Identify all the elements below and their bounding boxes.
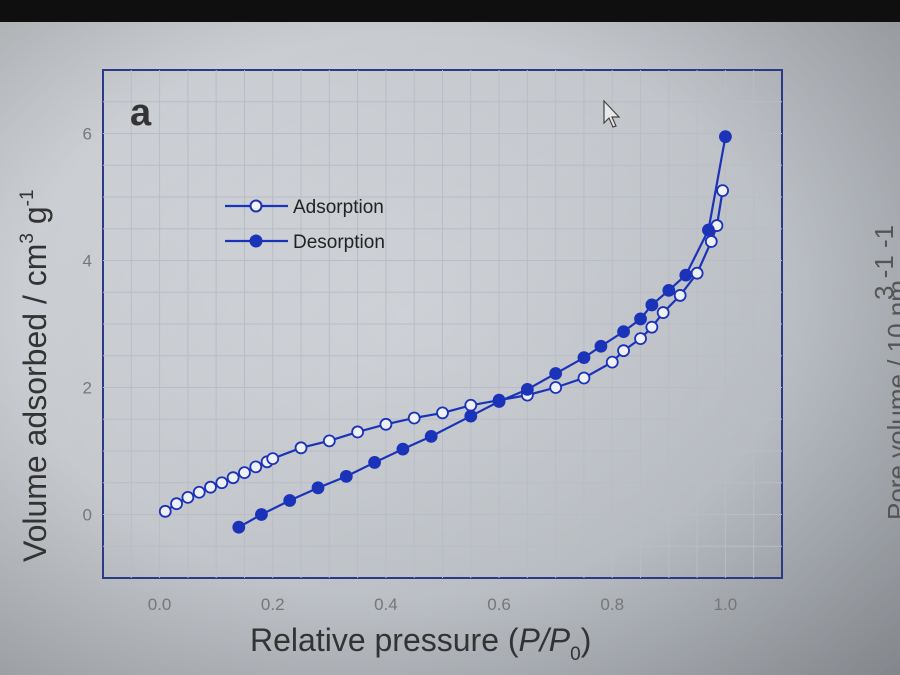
- data-point-adsorption: [192, 485, 206, 499]
- x-axis-label-var: P/P: [519, 622, 571, 658]
- gridlines: [103, 70, 782, 578]
- x-tick-label: 1.0: [714, 595, 738, 614]
- legend-label-adsorption: Adsorption: [293, 197, 384, 218]
- series-layer: [158, 130, 732, 534]
- data-point-desorption: [311, 481, 325, 495]
- data-point-desorption: [577, 351, 591, 365]
- data-point-adsorption: [379, 417, 393, 431]
- x-tick-label: 0.8: [600, 595, 624, 614]
- data-point-desorption: [424, 429, 438, 443]
- tick-labels: 0.0 0.2 0.4 0.6 0.8 1.0 0 2 4 6: [83, 125, 738, 615]
- data-point-adsorption: [238, 466, 251, 479]
- data-point-adsorption: [266, 452, 280, 466]
- series-line-adsorption: [164, 190, 724, 513]
- data-point-desorption: [396, 442, 410, 456]
- x-tick-label: 0.0: [148, 595, 172, 614]
- legend-label-desorption: Desorption: [293, 232, 385, 253]
- legend: Adsorption Desorption: [225, 197, 385, 253]
- data-point-adsorption: [204, 480, 217, 494]
- legend-marker-desorption: [249, 234, 263, 248]
- y-axis-label-sup2: -1: [17, 189, 38, 206]
- data-point-adsorption: [617, 344, 630, 358]
- data-point-adsorption: [673, 289, 687, 302]
- data-point-adsorption: [436, 406, 449, 420]
- y-tick-label: 6: [83, 125, 92, 144]
- data-point-adsorption: [577, 371, 591, 385]
- x-axis-label-close: ): [581, 622, 592, 658]
- data-point-adsorption: [690, 266, 704, 280]
- data-point-adsorption: [704, 235, 718, 248]
- data-point-adsorption: [170, 497, 183, 511]
- data-point-adsorption: [656, 306, 670, 319]
- series-desorption: [232, 130, 732, 534]
- y-axis-label: Volume adsorbed / cm3 g-1: [17, 189, 53, 562]
- x-tick-label: 0.6: [487, 595, 511, 614]
- data-point-adsorption: [181, 490, 195, 504]
- y-tick-label: 2: [83, 379, 92, 398]
- x-tick-label: 0.4: [374, 595, 398, 614]
- data-point-adsorption: [716, 184, 729, 198]
- y-axis-label-mid: g: [17, 206, 53, 233]
- x-tick-label: 0.2: [261, 595, 285, 614]
- data-point-adsorption: [407, 411, 421, 425]
- data-point-adsorption: [634, 332, 647, 346]
- data-point-adsorption: [464, 398, 478, 412]
- data-point-desorption: [283, 494, 297, 507]
- x-axis-label-main: Relative pressure (: [250, 622, 519, 658]
- data-point-desorption: [662, 283, 676, 297]
- data-point-desorption: [339, 469, 353, 483]
- y-axis-label-sup1: 3: [17, 233, 38, 244]
- data-point-adsorption: [549, 381, 563, 394]
- data-point-adsorption: [158, 504, 172, 518]
- data-point-desorption: [679, 268, 693, 282]
- x-axis-label-sub: 0: [570, 644, 581, 665]
- panel-label: a: [130, 92, 152, 134]
- data-point-adsorption: [351, 425, 365, 439]
- data-point-adsorption: [645, 320, 659, 334]
- data-point-adsorption: [294, 441, 308, 455]
- data-point-adsorption: [322, 434, 336, 448]
- data-point-desorption: [492, 395, 506, 408]
- data-point-desorption: [645, 298, 659, 312]
- data-point-desorption: [719, 130, 732, 144]
- cursor-arrow-icon: [603, 99, 621, 128]
- data-point-desorption: [549, 367, 563, 380]
- data-point-desorption: [520, 383, 534, 396]
- data-point-desorption: [464, 409, 478, 423]
- x-axis-label: Relative pressure (P/P0): [250, 622, 591, 665]
- data-point-adsorption: [226, 471, 240, 485]
- data-point-desorption: [594, 339, 608, 353]
- data-point-desorption: [368, 456, 382, 469]
- y-tick-label: 4: [83, 252, 92, 271]
- photo-background: [0, 22, 900, 675]
- data-point-adsorption: [249, 460, 263, 474]
- right-panel-fragment-b: Pore volume / 10 nm: [882, 280, 900, 520]
- data-point-desorption: [232, 520, 246, 534]
- y-axis-label-main: Volume adsorbed / cm: [17, 244, 53, 562]
- data-point-desorption: [702, 223, 715, 237]
- right-panel-fragment-a: 3 -1 -1: [869, 225, 899, 300]
- data-point-adsorption: [605, 355, 619, 369]
- legend-marker-adsorption: [249, 199, 263, 213]
- y-tick-label: 0: [83, 506, 92, 525]
- series-adsorption: [158, 184, 729, 518]
- data-point-desorption: [617, 325, 630, 339]
- data-point-adsorption: [215, 476, 229, 490]
- data-point-desorption: [634, 312, 647, 326]
- data-point-desorption: [255, 508, 268, 521]
